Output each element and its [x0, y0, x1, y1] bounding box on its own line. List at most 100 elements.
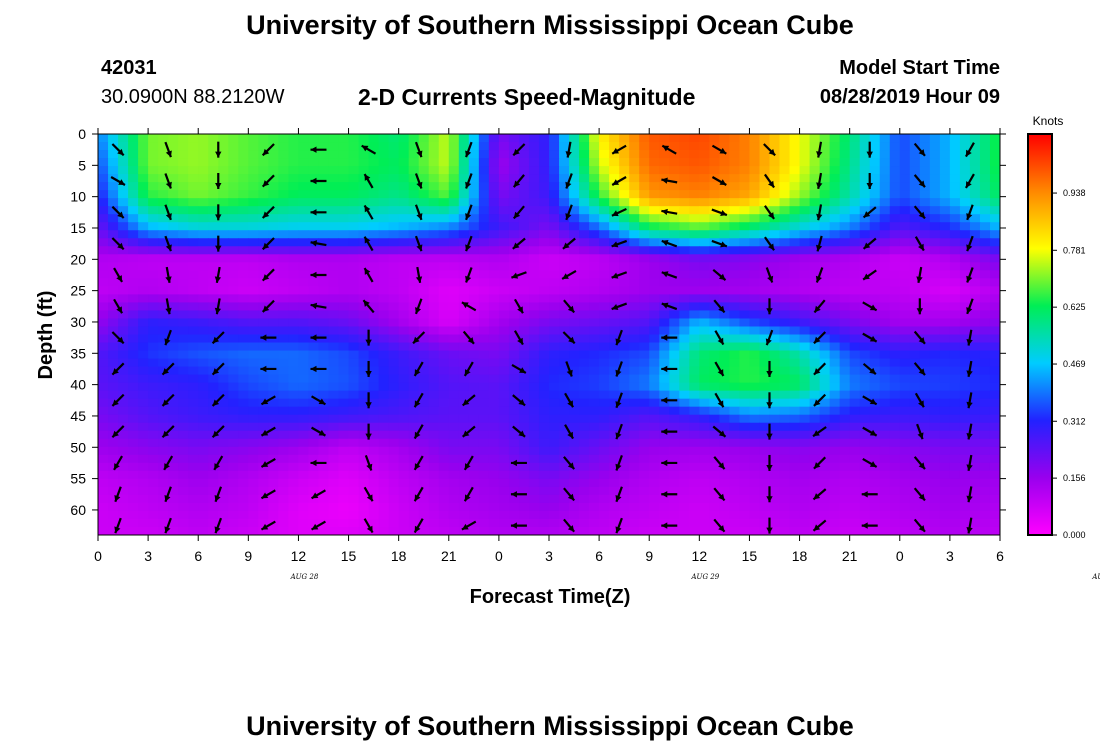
heatmap-cell: [518, 422, 530, 432]
heatmap-cell: [689, 206, 700, 215]
heatmap-cell: [188, 198, 199, 207]
arrow-head: [766, 370, 773, 377]
heatmap-cell: [919, 510, 931, 520]
heatmap-cell: [128, 278, 139, 287]
heatmap-cell: [418, 494, 430, 504]
heatmap-cell: [508, 454, 520, 464]
heatmap-cell: [859, 246, 871, 255]
heatmap-cell: [268, 278, 279, 287]
heatmap-cell: [428, 422, 440, 432]
heatmap-cell: [699, 470, 710, 480]
heatmap-cell: [839, 398, 851, 408]
heatmap-cell: [398, 318, 410, 328]
heatmap-cell: [829, 462, 841, 472]
heatmap-cell: [829, 174, 841, 183]
heatmap-cell: [989, 350, 1000, 360]
heatmap-cell: [929, 406, 941, 416]
heatmap-cell: [498, 174, 510, 183]
heatmap-cell: [949, 414, 961, 424]
heatmap-cell: [889, 246, 901, 255]
heatmap-cell: [919, 414, 931, 424]
heatmap-cell: [468, 334, 480, 344]
heatmap-cell: [228, 134, 239, 143]
heatmap-cell: [468, 398, 480, 408]
heatmap-cell: [498, 398, 510, 408]
heatmap-cell: [488, 182, 500, 191]
heatmap-cell: [809, 366, 821, 376]
heatmap-cell: [228, 278, 239, 287]
heatmap-cell: [518, 238, 530, 247]
heatmap-cell: [248, 438, 259, 448]
heatmap-cell: [939, 254, 951, 263]
heatmap-cell: [959, 374, 971, 384]
heatmap-cell: [128, 350, 139, 360]
heatmap-cell: [468, 502, 480, 512]
heatmap-cell: [248, 526, 259, 535]
heatmap-cell: [358, 158, 370, 167]
heatmap-cell: [348, 526, 360, 535]
heatmap-cell: [308, 462, 320, 472]
heatmap-cell: [879, 478, 891, 488]
heatmap-cell: [699, 494, 710, 504]
heatmap-cell: [178, 518, 189, 528]
heatmap-cell: [268, 350, 279, 360]
heatmap-cell: [959, 406, 971, 416]
heatmap-cell: [819, 430, 831, 440]
heatmap-cell: [939, 238, 951, 247]
heatmap-cell: [719, 406, 730, 416]
heatmap-cell: [458, 438, 470, 448]
heatmap-cell: [188, 302, 199, 312]
heatmap-cell: [659, 430, 670, 440]
heatmap-cell: [719, 222, 730, 231]
heatmap-cell: [589, 518, 600, 528]
heatmap-cell: [849, 142, 861, 151]
heatmap-cell: [549, 326, 560, 336]
heatmap-cell: [108, 230, 119, 239]
heatmap-cell: [428, 350, 440, 360]
heatmap-cell: [518, 518, 530, 528]
heatmap-cell: [288, 510, 300, 520]
heatmap-cell: [829, 310, 841, 320]
heatmap-cell: [649, 214, 660, 223]
heatmap-cell: [819, 158, 831, 167]
heatmap-cell: [358, 166, 370, 175]
heatmap-cell: [478, 230, 490, 239]
arrow-head: [717, 337, 724, 345]
heatmap-cell: [839, 430, 851, 440]
heatmap-cell: [428, 318, 440, 328]
heatmap-cell: [498, 142, 510, 151]
heatmap-cell: [969, 278, 981, 287]
heatmap-cell: [188, 422, 199, 432]
heatmap-cell: [899, 350, 911, 360]
heatmap-cell: [619, 502, 630, 512]
heatmap-cell: [699, 350, 710, 360]
heatmap-cell: [789, 334, 801, 344]
heatmap-cell: [118, 462, 129, 472]
heatmap-cell: [959, 182, 971, 191]
heatmap-cell: [228, 318, 239, 328]
heatmap-cell: [679, 214, 690, 223]
heatmap-cell: [498, 486, 510, 496]
heatmap-cell: [819, 518, 831, 528]
heatmap-cell: [538, 174, 550, 183]
heatmap-cell: [378, 310, 390, 320]
heatmap-cell: [498, 246, 510, 255]
current-arrow: [465, 204, 473, 221]
heatmap-cell: [909, 406, 921, 416]
heatmap-cell: [739, 462, 751, 472]
heatmap-cell: [729, 390, 741, 400]
heatmap-cell: [288, 390, 300, 400]
heatmap-cell: [158, 206, 169, 215]
heatmap-cell: [639, 198, 650, 207]
heatmap-cell: [759, 470, 771, 480]
heatmap-cell: [769, 350, 781, 360]
heatmap-cell: [168, 254, 179, 263]
heatmap-cell: [929, 214, 941, 223]
heatmap-cell: [138, 278, 149, 287]
heatmap-cell: [659, 182, 670, 191]
current-vectors: [110, 141, 975, 534]
heatmap-cell: [959, 342, 971, 352]
heatmap-cell: [689, 422, 700, 432]
heatmap-cell: [168, 478, 179, 488]
heatmap-cell: [789, 150, 801, 159]
